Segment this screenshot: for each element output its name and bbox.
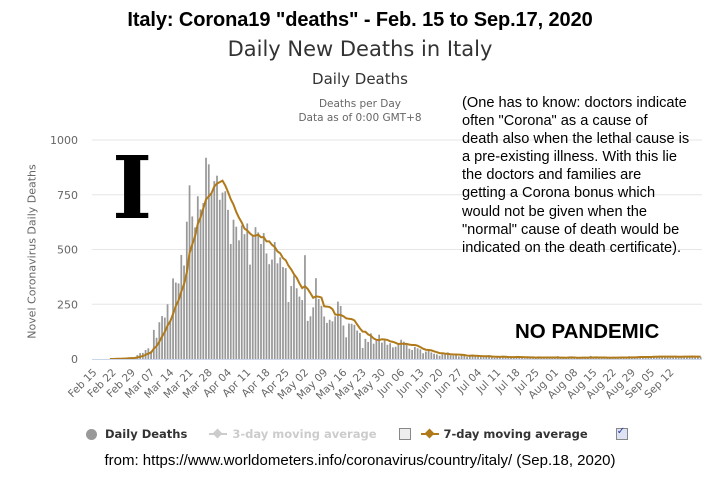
annotation-text: (One has to know: doctors indicate often… — [462, 94, 717, 257]
legend-7day-average[interactable]: 7-day moving average — [420, 427, 588, 441]
svg-text:750: 750 — [57, 189, 78, 202]
no-pandemic-label: NO PANDEMIC — [515, 320, 660, 343]
big-letter-i: I — [112, 138, 153, 239]
legend-label: Daily Deaths — [105, 427, 188, 441]
chart-subtitle: Daily Deaths — [312, 70, 408, 88]
annotation-line: would not be given when the — [462, 203, 647, 220]
svg-text:0: 0 — [71, 353, 78, 366]
annotation-line: the doctors and families are — [462, 167, 642, 184]
line-marker-icon — [209, 429, 228, 439]
annotation-line: getting a Corona bonus which — [462, 185, 656, 202]
note-line-1: Deaths per Day — [318, 98, 402, 110]
svg-text:500: 500 — [57, 244, 78, 257]
image-heading: Italy: Corona19 "deaths" - Feb. 15 to Se… — [127, 9, 593, 31]
annotation-line: a pre-existing illness. With this lie — [462, 149, 677, 166]
3day-average-checkbox[interactable] — [398, 428, 411, 440]
gridlines — [92, 139, 702, 305]
7day-average-checkbox[interactable] — [615, 426, 628, 440]
legend-label: 7-day moving average — [443, 427, 588, 441]
seven-day-average-line — [109, 179, 701, 360]
circle-marker-icon — [86, 428, 97, 440]
annotation-line: often "Corona" as a cause of — [462, 113, 648, 130]
note-line-2: Data as of 0:00 GMT+8 — [298, 112, 422, 124]
chart-title: Daily New Deaths in Italy — [227, 37, 493, 61]
chart-note: Deaths per Day Data as of 0:00 GMT+8 — [0, 97, 720, 125]
legend-daily-deaths[interactable]: Daily Deaths — [86, 427, 187, 441]
svg-text:1000: 1000 — [50, 134, 78, 147]
annotation-line: death also when the lethal cause is — [462, 131, 690, 148]
source-citation: from: https://www.worldometers.info/coro… — [104, 452, 616, 469]
chart-legend: Daily Deaths 3-day moving average 7-day … — [86, 426, 638, 441]
legend-3day-average[interactable]: 3-day moving average — [209, 427, 377, 441]
legend-label: 3-day moving average — [232, 427, 377, 441]
line-marker-icon — [420, 429, 439, 439]
svg-text:250: 250 — [57, 298, 78, 311]
daily-deaths-bars — [111, 157, 702, 359]
y-axis-ticks: 0 250 500 750 1000 — [50, 134, 78, 366]
annotation-line: (One has to know: doctors indicate — [462, 95, 687, 111]
annotation-line: "normal" cause of death would be — [462, 221, 680, 238]
annotation-line: indicated on the death certificate). — [462, 239, 682, 256]
